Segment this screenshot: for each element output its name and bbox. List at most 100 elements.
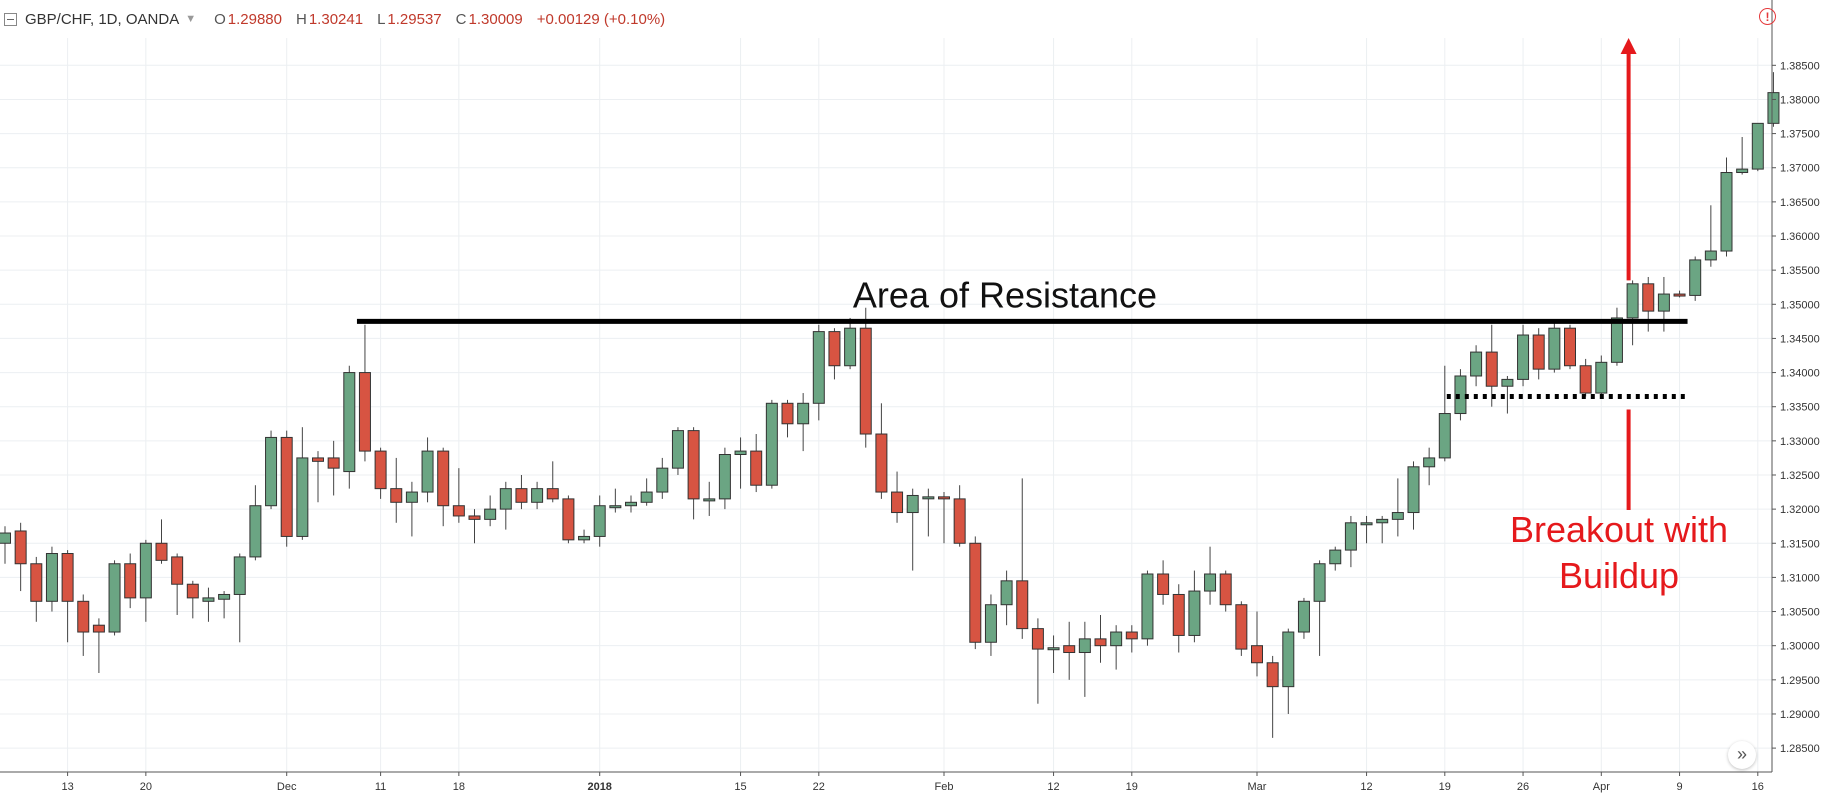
candle [1517,324,1530,387]
candle [593,495,606,547]
candle-body-up [139,542,152,599]
candle [969,536,982,650]
candle-body-up [296,457,309,537]
candle [1172,584,1185,653]
candle-body-down [437,450,450,507]
y-tick-label: 1.29000 [1780,709,1820,721]
candle-body-up [1720,172,1733,252]
candle [374,447,387,499]
candle [797,393,810,452]
candle [1282,628,1295,714]
candle [1031,618,1044,704]
candle [1673,290,1686,298]
candle [718,447,731,510]
double-chevron-right-icon[interactable]: » [1728,741,1756,769]
candle-body-up [703,498,716,502]
candle-body-down [374,450,387,490]
candle [61,550,74,643]
candle [155,519,168,564]
candle [14,522,27,592]
candle-body-up [1704,250,1717,261]
candle [1689,256,1702,301]
candle-body-down [171,556,184,585]
candle-body-down [1219,573,1232,606]
candle [1376,515,1389,544]
x-tick-label: 9 [1676,781,1682,793]
candle [859,307,872,448]
candle-body-down [859,327,872,435]
candle [202,587,215,622]
candle-body-up [1423,457,1436,468]
candle-body-down [1063,645,1076,654]
candle [358,324,371,462]
candle-body-up [1548,327,1561,370]
symbol-label[interactable]: GBP/CHF, 1D, OANDA [25,10,180,28]
low-key: L [377,10,386,28]
collapse-toggle-icon[interactable] [4,12,17,26]
candle-body-up [984,604,997,643]
candle-body-down [515,488,528,503]
candle [1391,478,1404,537]
chart-header: GBP/CHF, 1D, OANDA ▼ O 1.29880 H 1.30241 L… [0,0,679,38]
candle-body-down [1642,283,1655,312]
candle-body-down [1532,334,1545,370]
arrow-head-icon [1620,38,1637,54]
candle [1016,478,1029,639]
candle [765,399,778,489]
candle [139,539,152,622]
candle-body-up [218,593,231,600]
candle [1626,280,1639,346]
candle-body-down [875,433,888,493]
y-tick-label: 1.36500 [1780,197,1820,209]
candle-body-up [1657,293,1670,312]
candle-body-up [844,327,857,367]
candle [515,474,528,510]
candle-body-down [327,457,340,469]
x-tick-label: 13 [61,781,73,793]
candle [812,324,825,421]
candle-body-down [1125,631,1138,640]
candle [546,461,559,503]
candle-body-down [1673,293,1686,297]
candle-body-up [797,402,810,425]
candle-body-up [1078,638,1091,654]
candle [171,553,184,615]
candle [1125,625,1138,653]
chevron-down-icon[interactable]: ▼ [185,13,197,25]
breakout-label-line2: Buildup [1559,555,1679,596]
candle [452,468,465,523]
x-tick-label: Feb [935,781,954,793]
candle-body-down [687,430,700,500]
candlesticks [0,72,1780,738]
candle [781,399,794,438]
y-tick-label: 1.33000 [1780,436,1820,448]
candle [844,317,857,370]
candle [390,457,403,523]
candle-body-down [969,542,982,643]
exclamation-circle-icon[interactable]: ! [1759,8,1776,25]
candle [562,495,575,544]
candle-body-down [390,488,403,503]
candle [1266,655,1279,738]
close-value: 1.30009 [468,10,523,28]
candle [327,440,340,496]
candle [437,447,450,527]
candle-body-down [1157,573,1170,595]
candle-body-up [1000,580,1013,606]
time-axis[interactable]: 13 20 Dec 11 18 2018 15 22 Feb 12 19 Mar 12 19 26 Apr 9 1… [0,771,1772,793]
breakout-label-line1: Breakout with [1510,509,1728,550]
candle-body-up [718,454,731,500]
candle-body-down [468,515,481,520]
candle [703,481,716,516]
candle [312,451,324,503]
candle-body-up [609,505,622,509]
y-tick-label: 1.31000 [1780,572,1820,584]
candle-body-up [108,563,121,633]
y-tick-label: 1.32500 [1780,470,1820,482]
price-axis[interactable]: 1.28500 1.29000 1.29500 1.30000 1.30500 1.310… [1771,0,1820,772]
candle-body-up [1501,378,1514,387]
candle-body-up [1344,522,1357,551]
candle [750,434,763,493]
y-tick-label: 1.34000 [1780,368,1820,380]
